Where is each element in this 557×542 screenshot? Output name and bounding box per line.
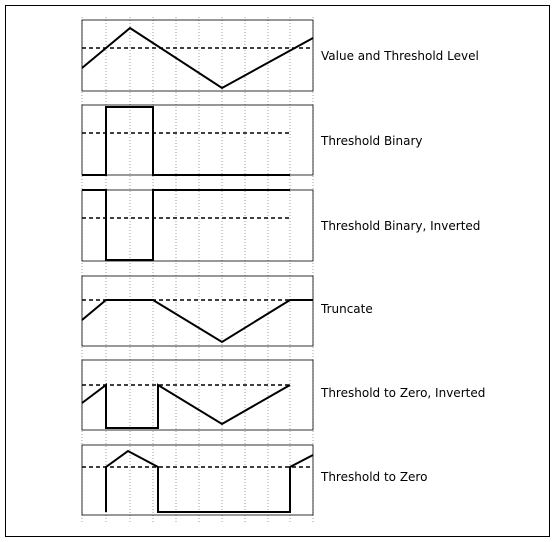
panel-box-binary-inverted	[81, 189, 314, 262]
figure-frame	[5, 5, 550, 537]
waveform-truncate	[81, 299, 313, 344]
panel-label: Threshold Binary	[320, 134, 423, 148]
panel-label: Value and Threshold Level	[321, 49, 479, 63]
waveform-value	[81, 26, 314, 90]
panel-box-value	[81, 19, 314, 92]
panel-box-to-zero	[81, 444, 314, 516]
waveform-binary	[82, 106, 290, 176]
waveform-to-zero	[105, 449, 314, 513]
waveform-to-zero-inverted	[81, 383, 291, 429]
panel-label: Threshold Binary, Inverted	[320, 219, 480, 233]
panel-box-to-zero-inverted	[81, 359, 314, 431]
panel-box-binary	[81, 104, 314, 176]
panel-label: Threshold to Zero	[320, 470, 427, 484]
panel-box-truncate	[81, 275, 314, 347]
waveform-binary-inverted	[82, 189, 290, 261]
panel-label: Threshold to Zero, Inverted	[320, 386, 485, 400]
time-grid	[81, 17, 314, 522]
panel-label: Truncate	[320, 302, 373, 316]
